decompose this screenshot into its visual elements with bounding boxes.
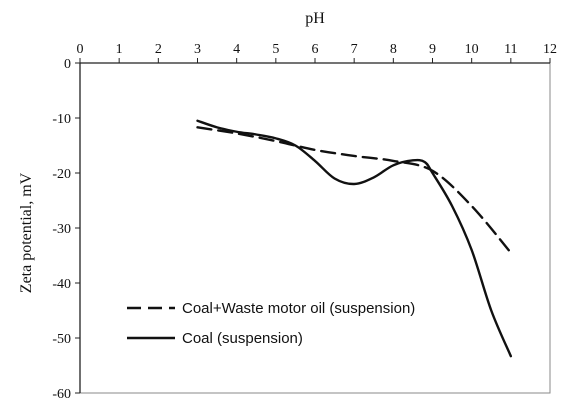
y-tick-label: -20 [52,167,71,182]
x-tick-label: 10 [465,42,479,57]
plot-area [79,62,551,394]
plot-frame [79,62,551,394]
y-axis-ticks: 0 -10 -20 -30 -40 -50 -60 [52,57,80,402]
y-tick-label: -30 [52,222,71,237]
y-tick-label: 0 [64,57,71,72]
legend-label: Coal (suspension) [182,330,303,347]
series-line-coal-waste-motor-oil [196,126,513,254]
y-tick-label: -40 [52,277,71,292]
x-tick-label: 0 [77,42,84,57]
legend: Coal+Waste motor oil (suspension) Coal (s… [127,300,415,347]
x-axis-title: pH [305,10,325,27]
series-layer [196,119,513,358]
x-tick-label: 3 [194,42,201,57]
x-axis-ticks: 0 1 2 3 4 5 6 7 8 9 10 11 12 [77,42,557,63]
x-tick-label: 5 [272,42,279,57]
series-line-coal [196,119,513,358]
x-tick-label: 7 [351,42,358,57]
y-tick-label: -10 [52,112,71,127]
y-tick-label: -50 [52,332,71,347]
y-tick-label: -60 [52,387,71,402]
x-tick-label: 4 [233,42,240,57]
x-tick-label: 6 [312,42,319,57]
x-tick-label: 11 [504,42,517,57]
x-tick-label: 2 [155,42,162,57]
legend-label: Coal+Waste motor oil (suspension) [182,300,415,317]
x-tick-label: 9 [429,42,436,57]
x-tick-label: 12 [543,42,557,57]
y-axis-title: Zeta potential, mV [18,172,35,293]
x-tick-label: 8 [390,42,397,57]
x-tick-label: 1 [116,42,123,57]
